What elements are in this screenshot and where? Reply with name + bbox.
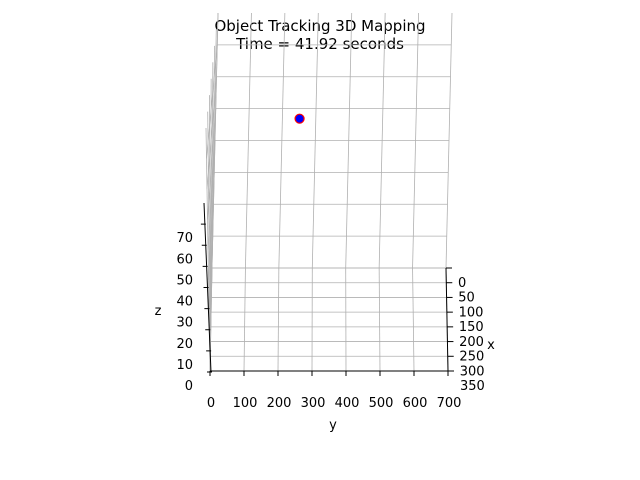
floor-gridline-y <box>412 267 415 372</box>
x-tick-label: 300 <box>460 364 485 379</box>
y-tick-label: 300 <box>301 396 326 411</box>
x-tick-label: 100 <box>459 305 484 320</box>
z-tick-label: 40 <box>176 295 193 310</box>
axis-layer <box>203 202 449 373</box>
z-tick-label: 30 <box>176 316 193 331</box>
y-tick-label: 500 <box>369 396 394 411</box>
tick-layer: 0 100 200 300 400 500 600 700050100150200250300… <box>176 223 485 411</box>
y-tick-label: 700 <box>437 396 462 411</box>
chart-subtitle: Time = 41.92 seconds <box>236 35 404 53</box>
side-wall-gridline-z <box>206 44 218 159</box>
side-wall-gridline-z <box>207 108 217 220</box>
z-tick-label: 10 <box>176 358 193 373</box>
y-axis-label: y <box>329 418 337 433</box>
y-tick-label: 0 <box>207 396 215 411</box>
side-wall-gridline-z <box>208 172 215 280</box>
data-point-layer <box>294 113 305 124</box>
side-wall-gridline-z <box>209 236 214 341</box>
x-axis-label: x <box>487 338 495 353</box>
z-tick-label: 0 <box>185 379 193 394</box>
chart-title: Object Tracking 3D Mapping <box>214 17 426 35</box>
x-tick-label: 50 <box>458 291 475 306</box>
tracked-object-point <box>294 113 305 124</box>
x-tick-label: 0 <box>458 276 466 291</box>
side-wall-gridline-z <box>206 76 217 189</box>
axis-label-layer: x y z <box>155 304 496 433</box>
grid-layer <box>205 12 453 372</box>
side-wall-gridline-z <box>207 140 216 250</box>
floor-gridline-y <box>378 267 381 372</box>
side-wall-gridline-z <box>208 204 214 311</box>
x-tick-label: 350 <box>460 379 485 394</box>
x-axis-line <box>445 267 449 372</box>
floor-gridline-y <box>277 267 280 372</box>
z-tick-label: 60 <box>176 252 193 267</box>
x-tick-label: 200 <box>459 335 484 350</box>
z-tick-label: 20 <box>176 337 193 352</box>
z-axis-label: z <box>155 304 162 319</box>
y-tick-label: 400 <box>335 396 360 411</box>
x-tick-label: 250 <box>459 350 484 365</box>
y-tick-label: 600 <box>403 396 428 411</box>
z-tick-label: 50 <box>176 273 193 288</box>
floor-gridline-y <box>243 267 246 372</box>
z-tick-label: 70 <box>176 231 193 246</box>
y-tick-label: 200 <box>267 396 292 411</box>
y-tick-label: 100 <box>233 396 258 411</box>
x-tick-label: 150 <box>459 320 484 335</box>
